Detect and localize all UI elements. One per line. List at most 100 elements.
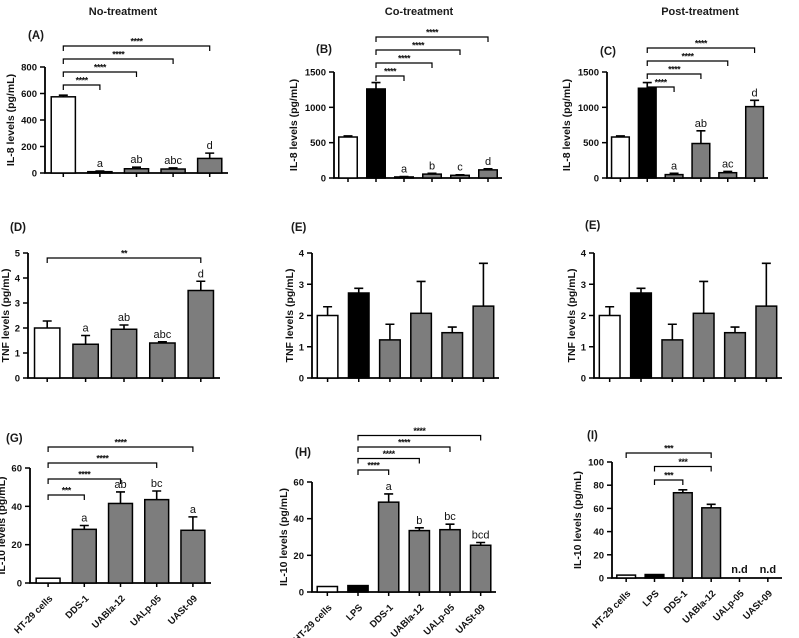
bar-uabla-12: [123, 168, 150, 174]
significance-bracket: [653, 479, 684, 485]
x-axis-category-label: UASt-09: [741, 588, 775, 622]
significance-stars: ****: [130, 37, 143, 47]
bar-uabla-12: [408, 529, 431, 593]
significance-stars: ****: [426, 28, 439, 38]
significance-letter: d: [752, 87, 758, 99]
y-tick-label: 500: [583, 138, 599, 149]
error-bar: [188, 516, 198, 531]
y-tick-label: 1: [581, 342, 587, 353]
x-axis-category-label: UASt-09: [454, 602, 488, 636]
y-tick-label: 0: [299, 374, 304, 385]
y-tick-label: 1500: [305, 68, 326, 79]
panel-c-2: (C) 0 500 1000 1500 IL-8 levels (pg/mL) a ab ac d…: [532, 26, 799, 215]
significance-stars: ****: [96, 454, 109, 464]
y-tick-label: 40: [11, 502, 22, 513]
y-axis-label: TNF levels (pg/mL): [0, 269, 12, 363]
significance-bracket: [62, 58, 174, 64]
panel-b-1: (B) 0 500 1000 1500 IL-8 levels (pg/mL) a b c d **…: [266, 26, 532, 215]
x-axis-category-label: HT-29 cells: [292, 602, 335, 638]
x-axis-category-label: UASt-09: [166, 593, 200, 627]
bar-uast-09: [180, 529, 206, 584]
bar-uast-09: [478, 169, 498, 179]
significance-stars: ****: [76, 76, 89, 86]
significance-bracket: [47, 446, 194, 452]
bar-uabla-12: [410, 312, 433, 379]
y-tick-label: 0: [581, 374, 586, 385]
error-bar: [750, 99, 760, 107]
y-tick-label: 3: [299, 280, 304, 291]
error-bar: [58, 94, 68, 97]
significance-stars: ***: [62, 486, 72, 496]
bar-ualp-05: [718, 171, 738, 179]
y-tick-label: 60: [293, 478, 304, 489]
error-bar: [761, 262, 771, 307]
column-header-no-treatment: No-treatment: [88, 6, 158, 18]
bar-uast-09: [472, 305, 495, 379]
column-header-post-treatment: Post-treatment: [661, 6, 739, 18]
panel-d-3: (D) 0 1 2 3 4 5 TNF levels (pg/mL) a ab abc d **: [0, 215, 266, 420]
bar-ht-29-cells: [338, 136, 358, 179]
error-bar: [669, 172, 679, 175]
significance-letter: bc: [151, 478, 163, 490]
not-detected-label: n.d: [760, 564, 777, 576]
y-tick-label: 40: [293, 514, 304, 525]
error-bar: [706, 503, 716, 508]
y-tick-label: 80: [593, 481, 604, 492]
significance-letter: a: [671, 160, 678, 172]
panel-letter-label: (E): [291, 222, 307, 234]
error-bar: [42, 320, 52, 328]
bar-chart: 0 200 400 600 800 IL-8 levels (pg/mL) a ab abc d *…: [5, 37, 228, 180]
significance-letter: a: [81, 513, 88, 525]
significance-bracket: [357, 446, 451, 452]
error-bar: [343, 135, 353, 138]
error-bar: [483, 168, 493, 170]
error-bar: [205, 152, 215, 159]
x-axis-category-label: DDS-1: [63, 593, 91, 621]
y-tick-label: 60: [11, 464, 22, 475]
y-tick-label: 20: [593, 550, 604, 561]
significance-bracket: [646, 47, 756, 53]
bar-uabla-12: [691, 142, 711, 179]
bar-uast-09: [755, 305, 778, 379]
x-axis-category-label: UALp-05: [422, 602, 458, 638]
y-axis-label: IL-10 levels (pg/mL): [278, 488, 290, 586]
significance-bracket: [646, 86, 675, 92]
significance-bracket: [625, 452, 712, 458]
not-detected-label: n.d: [731, 564, 748, 576]
significance-stars: ***: [664, 471, 674, 481]
significance-stars: ****: [114, 438, 127, 448]
significance-letter: b: [429, 160, 435, 172]
error-bar: [414, 527, 424, 531]
panel-letter-label: (D): [10, 222, 26, 234]
y-tick-label: 0: [32, 169, 37, 180]
bar-ualp-05: [450, 174, 470, 179]
significance-letter: d: [198, 268, 204, 280]
error-bar: [699, 280, 709, 314]
panel-h-7: (H) 0 20 40 60 IL-10 levels (pg/mL) HT-29 cell…: [266, 420, 532, 638]
y-tick-label: 4: [581, 249, 587, 260]
bar-uast-09: [469, 544, 492, 593]
bar-dds-1: [664, 173, 684, 179]
error-bar: [723, 170, 733, 173]
y-tick-label: 1000: [305, 103, 326, 114]
y-tick-label: 40: [593, 527, 604, 538]
x-axis-category-label: LPS: [344, 602, 365, 623]
y-tick-label: 2: [15, 324, 20, 335]
error-bar: [152, 490, 162, 500]
y-tick-label: 0: [15, 374, 20, 385]
significance-stars: ****: [367, 461, 380, 471]
bar-uast-09: [187, 289, 215, 379]
bar-lps: [644, 573, 665, 579]
significance-bracket: [646, 73, 702, 79]
error-bar: [168, 167, 178, 170]
significance-letter: d: [207, 140, 213, 152]
error-bar: [385, 323, 395, 340]
significance-bracket: [375, 49, 461, 55]
x-axis-category-label: UALp-05: [128, 593, 164, 629]
panel-e-4: (E) 0 1 2 3 4 TNF levels (pg/mL): [266, 215, 532, 420]
panel-g-6: (G) 0 20 40 60 IL-10 levels (pg/mL) HT-29 cell…: [0, 420, 266, 638]
y-axis-label: IL-10 levels (pg/mL): [572, 471, 584, 569]
bar-lps: [629, 292, 653, 379]
error-bar: [667, 323, 677, 340]
